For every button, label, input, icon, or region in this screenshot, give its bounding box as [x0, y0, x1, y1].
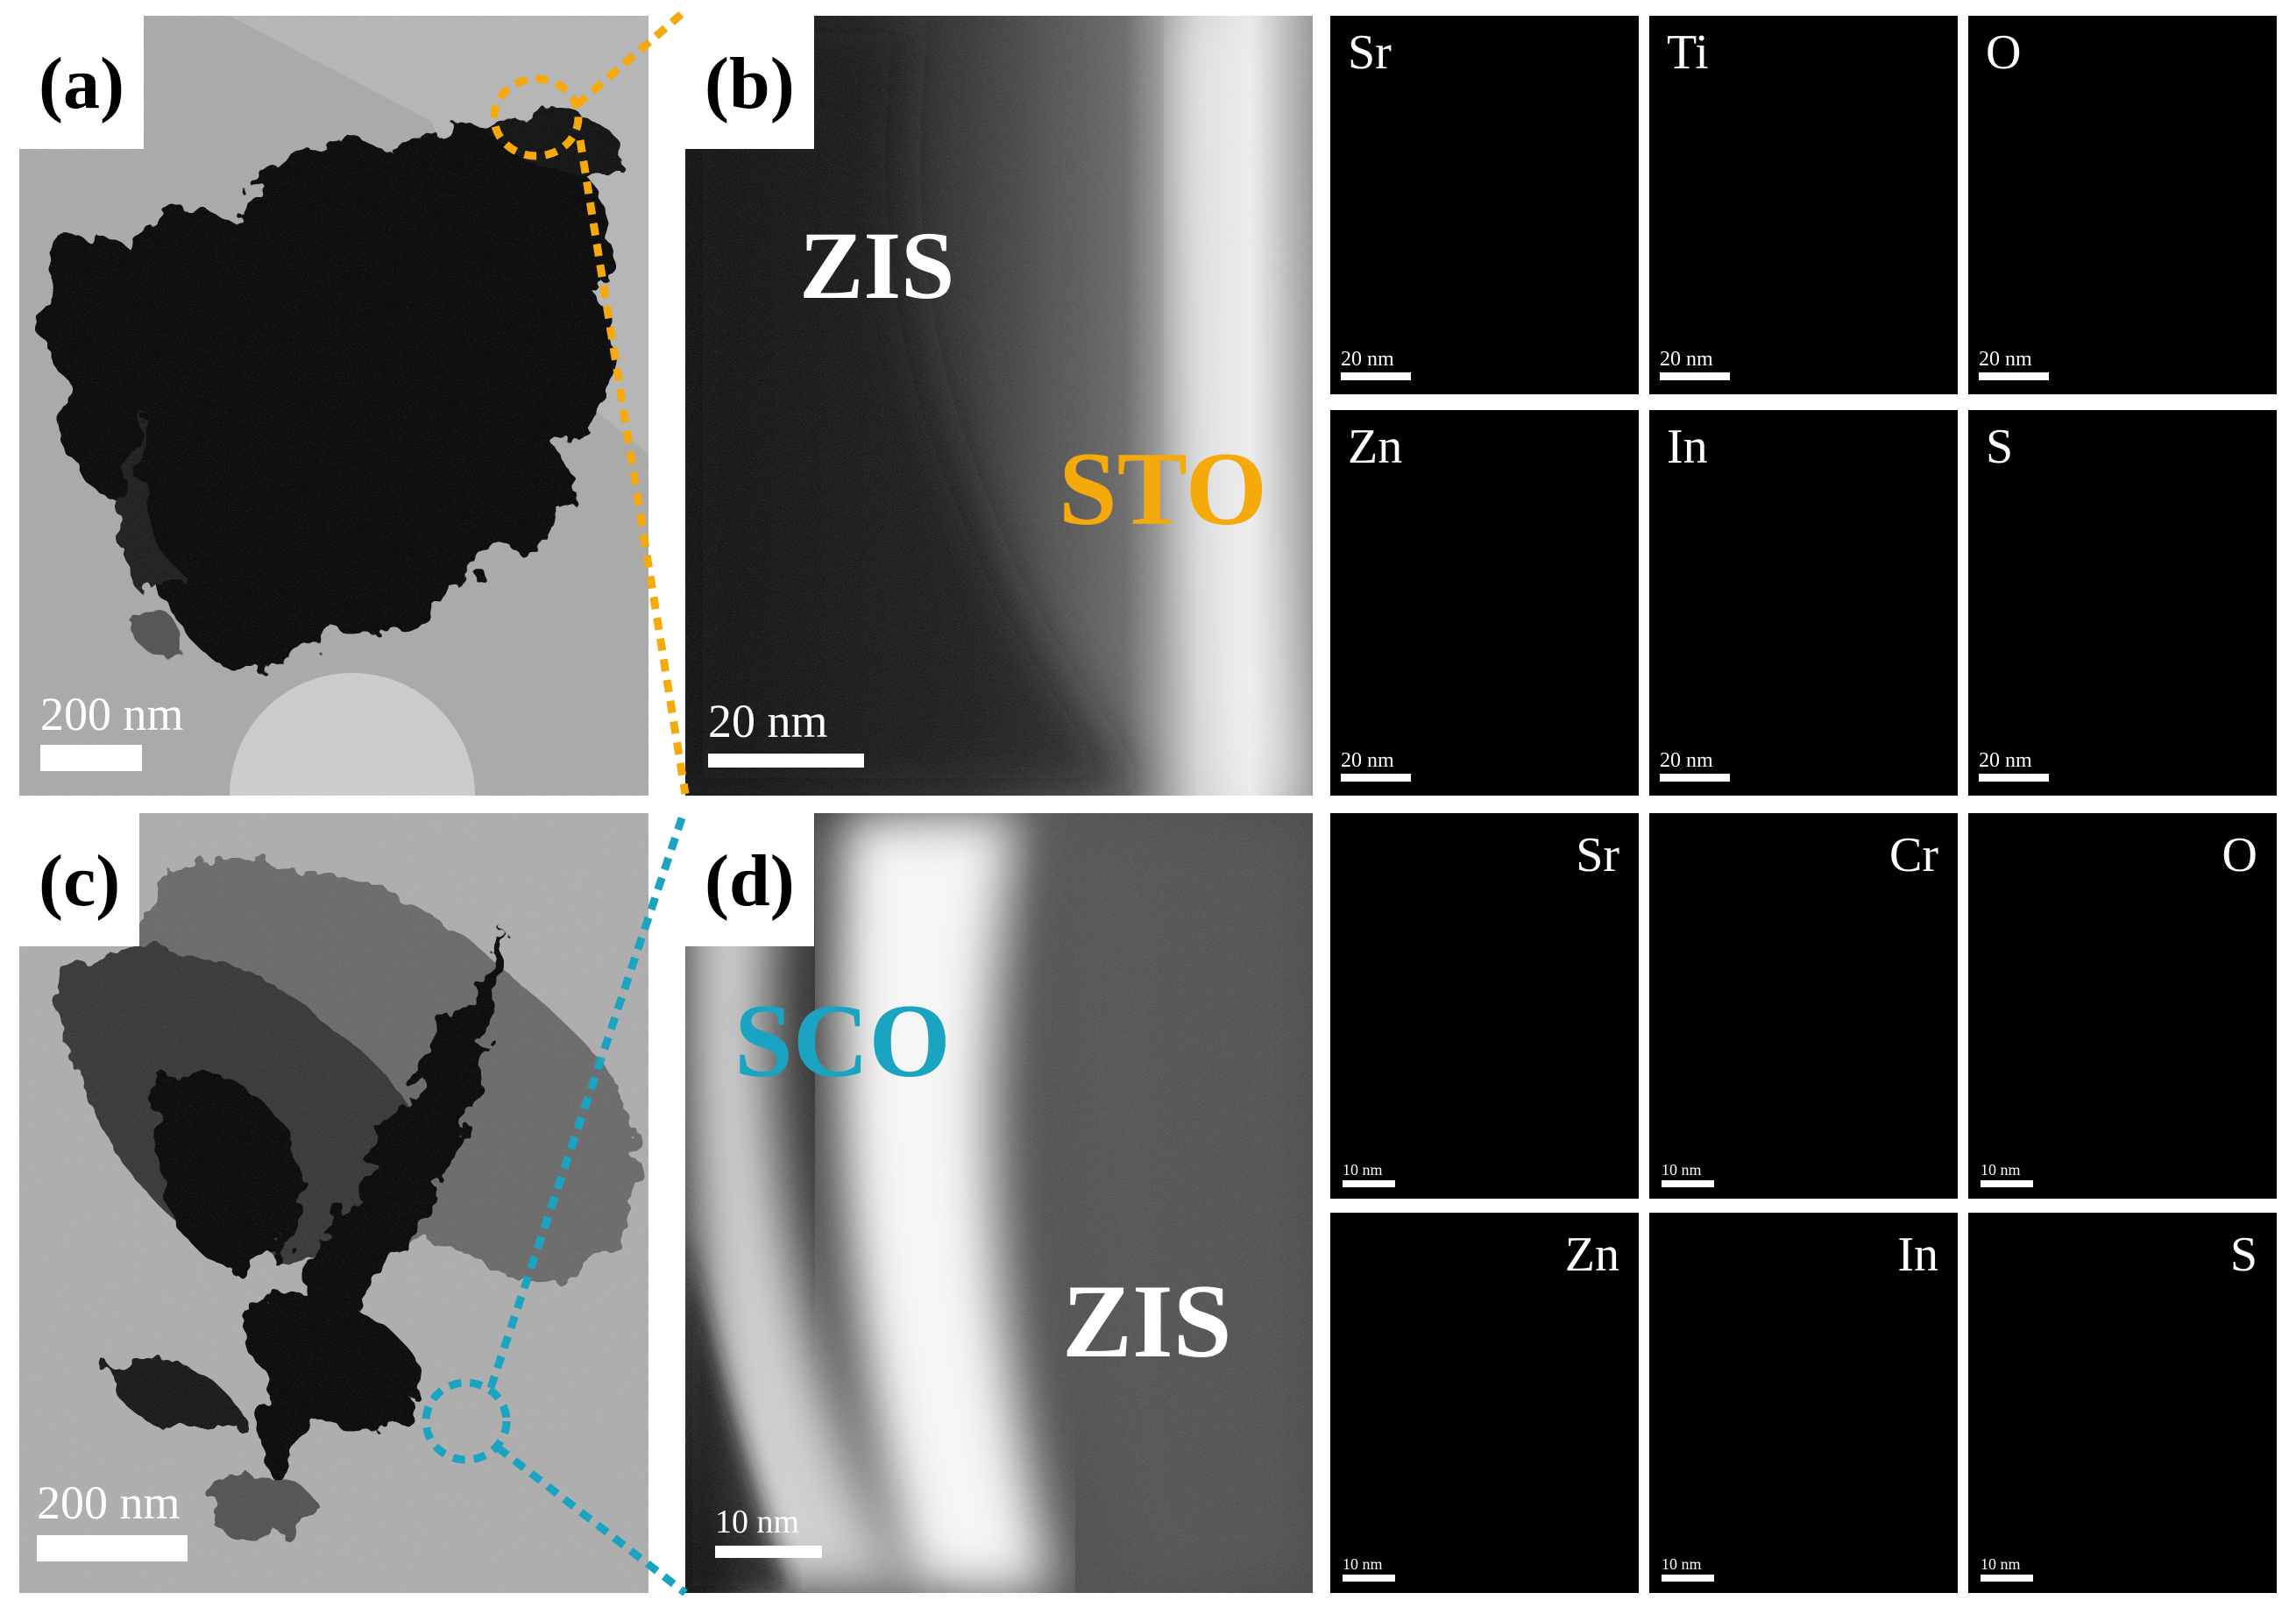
eds-map-ti-top: Ti 20 nm	[1649, 16, 1958, 394]
scale-bar-in-bottom: 10 nm	[1662, 1556, 1714, 1582]
zis-region-label-d: ZIS	[1062, 1263, 1232, 1379]
eds-map-in-top: In 20 nm	[1649, 410, 1958, 796]
eds-map-s-top: S 20 nm	[1968, 410, 2277, 796]
scale-bar-o-bottom: 10 nm	[1981, 1162, 2033, 1187]
panel-b-label: (b)	[685, 16, 814, 149]
scale-bar-s-bottom: 10 nm	[1981, 1556, 2033, 1582]
eds-map-cr-bottom: Cr 10 nm	[1649, 813, 1958, 1199]
haadf-image-b	[685, 16, 1313, 796]
eds-map-sr-bottom: Sr 10 nm	[1330, 813, 1639, 1199]
element-label-zn-top: Zn	[1348, 420, 1403, 474]
eds-map-o-bottom: O 10 nm	[1968, 813, 2277, 1199]
scale-bar-zn-bottom: 10 nm	[1343, 1556, 1395, 1582]
scale-bar-cr-bottom: 10 nm	[1662, 1162, 1714, 1187]
scale-bar-c-label: 200 nm	[37, 1476, 181, 1529]
element-label-s-bottom: S	[2229, 1228, 2257, 1282]
scale-bar-b-bar	[708, 754, 864, 768]
scale-bar-s-top: 20 nm	[1979, 750, 2049, 782]
scale-bar-c-bar	[37, 1535, 188, 1561]
eds-map-in-bottom: In 10 nm	[1649, 1213, 1958, 1593]
element-label-o-top: O	[1986, 25, 2022, 80]
panel-a-label: (a)	[19, 16, 144, 149]
panel-b-haadf-image: (b) ZIS STO 20 nm	[685, 16, 1313, 796]
panel-a-tem-image: (a) 200 nm	[19, 16, 648, 796]
scale-bar-sr-top: 20 nm	[1341, 349, 1411, 380]
eds-map-sr-top: Sr 20 nm	[1330, 16, 1639, 394]
panel-d-label: (d)	[685, 813, 814, 946]
scale-bar-d: 10 nm	[715, 1505, 822, 1558]
scale-bar-c: 200 nm	[37, 1479, 188, 1561]
panel-c-tem-image: (c) 200 nm	[19, 813, 648, 1593]
scale-bar-b-label: 20 nm	[708, 695, 828, 747]
element-label-in-bottom: In	[1897, 1228, 1938, 1282]
panel-c-label: (c)	[19, 813, 140, 946]
scale-bar-o-top: 20 nm	[1979, 349, 2049, 380]
scale-bar-d-bar	[715, 1546, 822, 1558]
eds-map-s-bottom: S 10 nm	[1968, 1213, 2277, 1593]
eds-map-zn-bottom: Zn 10 nm	[1330, 1213, 1639, 1593]
scale-bar-a: 200 nm	[40, 690, 184, 771]
element-label-sr-top: Sr	[1348, 25, 1392, 80]
eds-map-o-top: O 20 nm	[1968, 16, 2277, 394]
sco-region-label-d: SCO	[734, 982, 951, 1099]
element-label-cr-bottom: Cr	[1889, 828, 1938, 882]
scale-bar-in-top: 20 nm	[1660, 750, 1730, 782]
haadf-image-d	[685, 813, 1313, 1593]
scale-bar-sr-bottom: 10 nm	[1343, 1162, 1395, 1187]
scale-bar-a-bar	[40, 745, 142, 771]
scale-bar-a-label: 200 nm	[40, 688, 184, 740]
sto-region-label-b: STO	[1059, 430, 1267, 547]
element-label-sr-bottom: Sr	[1576, 828, 1619, 882]
scale-bar-zn-top: 20 nm	[1341, 750, 1411, 782]
zis-region-label-b: ZIS	[799, 212, 955, 319]
scale-bar-ti-top: 20 nm	[1660, 349, 1730, 380]
eds-map-zn-top: Zn 20 nm	[1330, 410, 1639, 796]
scale-bar-d-label: 10 nm	[715, 1504, 800, 1540]
element-label-zn-bottom: Zn	[1564, 1228, 1619, 1282]
scale-bar-b: 20 nm	[708, 697, 864, 768]
element-label-in-top: In	[1667, 420, 1708, 474]
panel-d-haadf-image: (d) SCO ZIS 10 nm	[685, 813, 1313, 1593]
element-label-s-top: S	[1986, 420, 2014, 474]
element-label-o-bottom: O	[2222, 828, 2257, 882]
element-label-ti-top: Ti	[1667, 25, 1709, 80]
